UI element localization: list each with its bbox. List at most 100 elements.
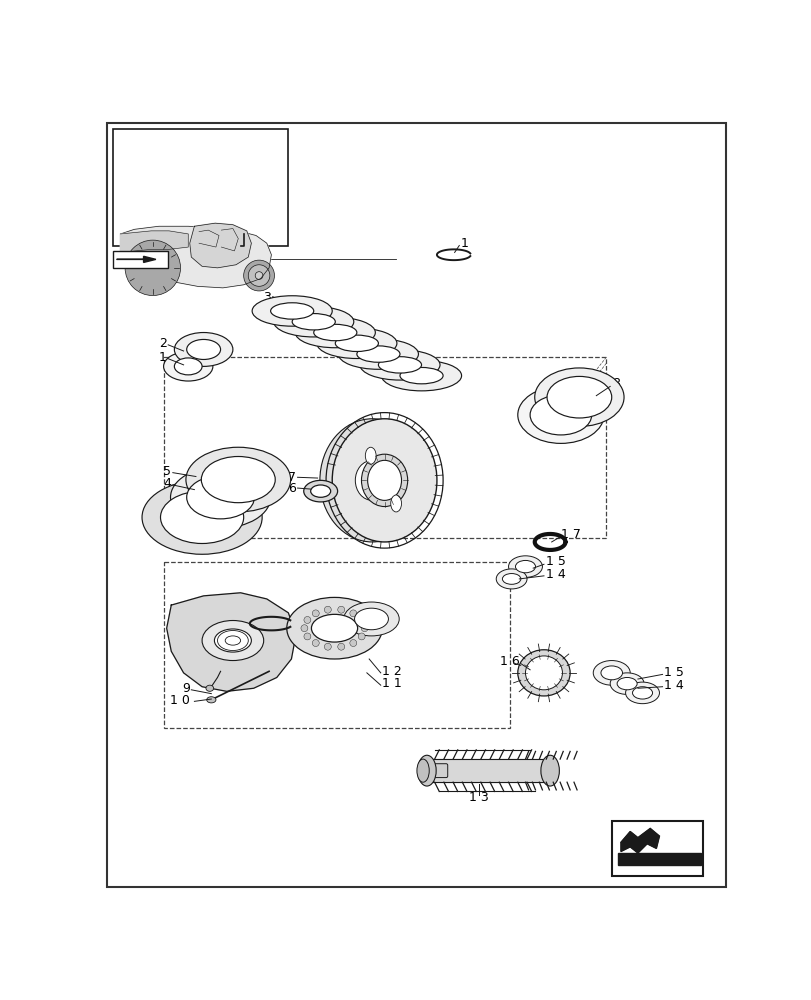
Circle shape — [358, 616, 365, 623]
Ellipse shape — [142, 480, 262, 554]
Ellipse shape — [508, 556, 542, 577]
Text: 1 4: 1 4 — [663, 679, 683, 692]
Ellipse shape — [187, 476, 254, 519]
Text: 6: 6 — [288, 482, 296, 495]
Ellipse shape — [515, 560, 534, 573]
Circle shape — [337, 606, 345, 613]
Circle shape — [350, 610, 356, 617]
Circle shape — [303, 616, 311, 623]
Text: 1 1: 1 1 — [382, 677, 401, 690]
Ellipse shape — [593, 661, 629, 685]
Ellipse shape — [355, 460, 388, 500]
Ellipse shape — [502, 574, 520, 584]
Text: 3: 3 — [264, 291, 271, 304]
Ellipse shape — [170, 466, 270, 528]
Circle shape — [324, 643, 331, 650]
Ellipse shape — [174, 333, 233, 366]
Ellipse shape — [381, 360, 461, 391]
Ellipse shape — [390, 495, 401, 512]
Ellipse shape — [332, 419, 436, 542]
Ellipse shape — [316, 328, 397, 359]
Text: 1 3: 1 3 — [469, 791, 488, 804]
Ellipse shape — [343, 602, 399, 636]
Ellipse shape — [286, 597, 382, 659]
Text: 5: 5 — [163, 465, 171, 478]
Text: 1 2: 1 2 — [382, 665, 401, 678]
Circle shape — [312, 640, 319, 647]
Circle shape — [361, 625, 367, 632]
Circle shape — [312, 610, 319, 617]
Ellipse shape — [359, 350, 440, 380]
Ellipse shape — [361, 454, 407, 507]
Text: 9: 9 — [182, 682, 190, 695]
Ellipse shape — [356, 346, 400, 362]
Text: 1: 1 — [159, 351, 166, 364]
Ellipse shape — [600, 666, 622, 680]
Text: 8: 8 — [611, 377, 619, 390]
Text: 1 5: 1 5 — [663, 666, 683, 679]
Ellipse shape — [624, 682, 659, 704]
Ellipse shape — [534, 368, 624, 426]
Ellipse shape — [517, 650, 569, 696]
Circle shape — [255, 272, 263, 279]
Ellipse shape — [378, 357, 421, 373]
Circle shape — [248, 265, 269, 286]
Circle shape — [243, 260, 274, 291]
Ellipse shape — [496, 569, 526, 589]
Ellipse shape — [311, 614, 357, 642]
Ellipse shape — [163, 352, 212, 381]
Text: 1 4: 1 4 — [545, 568, 564, 581]
Ellipse shape — [417, 755, 436, 786]
Ellipse shape — [416, 759, 429, 782]
Text: 1 0: 1 0 — [169, 694, 190, 707]
Text: 7: 7 — [288, 471, 296, 484]
Circle shape — [145, 260, 161, 276]
Ellipse shape — [311, 485, 330, 497]
Circle shape — [324, 606, 331, 613]
Ellipse shape — [367, 460, 401, 500]
Ellipse shape — [273, 307, 354, 337]
Text: 1 6: 1 6 — [499, 655, 519, 668]
Ellipse shape — [217, 631, 248, 651]
Text: 4: 4 — [163, 477, 171, 490]
FancyBboxPatch shape — [421, 764, 447, 778]
Ellipse shape — [530, 395, 591, 435]
Ellipse shape — [320, 419, 424, 542]
Ellipse shape — [292, 314, 335, 330]
Ellipse shape — [206, 685, 213, 691]
Text: 1: 1 — [461, 237, 468, 250]
Circle shape — [303, 633, 311, 640]
Ellipse shape — [225, 636, 240, 645]
Polygon shape — [427, 759, 550, 782]
FancyBboxPatch shape — [113, 251, 168, 268]
Ellipse shape — [313, 324, 356, 341]
Polygon shape — [120, 226, 271, 288]
Ellipse shape — [525, 656, 562, 690]
Text: 1 7: 1 7 — [560, 528, 580, 541]
Ellipse shape — [214, 629, 251, 652]
Circle shape — [337, 643, 345, 650]
Polygon shape — [617, 853, 700, 865]
Ellipse shape — [616, 677, 637, 690]
Ellipse shape — [303, 480, 337, 502]
Ellipse shape — [252, 296, 332, 326]
Polygon shape — [166, 593, 296, 691]
Ellipse shape — [270, 303, 313, 319]
Polygon shape — [190, 223, 251, 268]
Polygon shape — [117, 256, 156, 262]
Text: 2: 2 — [159, 337, 166, 350]
Ellipse shape — [187, 339, 221, 359]
Ellipse shape — [609, 673, 643, 694]
Polygon shape — [620, 828, 659, 853]
Ellipse shape — [335, 335, 378, 351]
Ellipse shape — [632, 687, 652, 699]
Ellipse shape — [207, 697, 216, 703]
Ellipse shape — [517, 386, 603, 443]
Ellipse shape — [186, 447, 290, 512]
Polygon shape — [120, 231, 188, 252]
Circle shape — [125, 240, 180, 296]
Ellipse shape — [547, 376, 611, 418]
Ellipse shape — [201, 456, 275, 503]
Ellipse shape — [174, 358, 202, 375]
Ellipse shape — [400, 367, 443, 384]
